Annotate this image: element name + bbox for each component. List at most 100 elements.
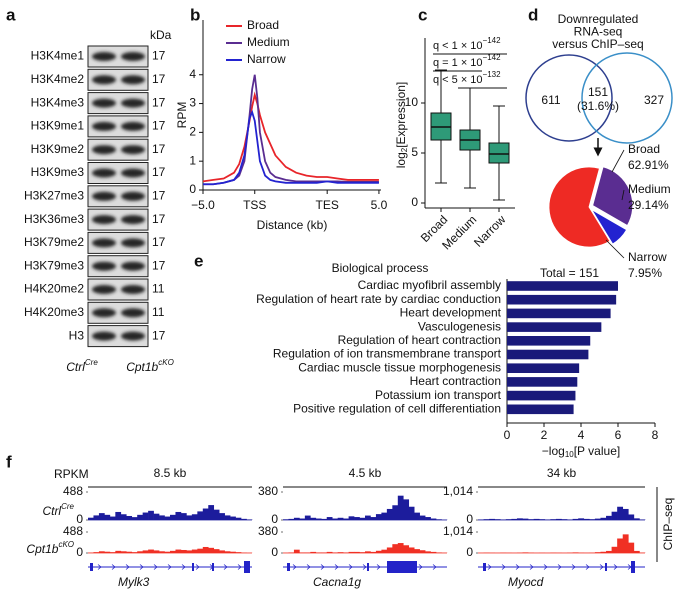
coverage-bar	[131, 517, 138, 520]
coverage-bar	[175, 511, 182, 520]
x-tick-label: 5.0	[371, 198, 388, 212]
y-tick-label: 5	[411, 145, 418, 159]
bar	[507, 349, 589, 360]
coverage-bar	[159, 551, 165, 553]
band	[121, 261, 145, 271]
bar	[507, 308, 611, 319]
coverage-bar	[611, 511, 618, 520]
y-tick-label: 2	[189, 125, 196, 139]
blot-strip	[87, 255, 149, 278]
y-tick-label: Positive regulation of cell differentiat…	[293, 401, 501, 415]
pie-label: Medium	[628, 182, 671, 196]
scale-label: 34 kb	[547, 466, 577, 480]
coverage-bar	[403, 499, 410, 520]
row-label: H3K4me3	[31, 95, 85, 109]
coverage-bar	[93, 552, 100, 553]
coverage-bar	[375, 550, 382, 553]
band	[121, 168, 145, 178]
exon	[244, 561, 250, 573]
strand-chevron	[487, 564, 492, 570]
row-label: H3K4me1	[31, 49, 85, 63]
strand-chevron	[529, 564, 534, 570]
coverage-bar	[572, 518, 579, 520]
band	[92, 145, 116, 155]
venn-circle	[581, 52, 673, 144]
coverage-bar	[332, 518, 338, 520]
coverage-bar	[392, 544, 399, 553]
lane-label: Cpt1bcKO	[126, 358, 174, 374]
coverage-bar	[131, 552, 138, 553]
coverage-bar	[589, 519, 596, 520]
strand-chevron	[320, 564, 325, 570]
leader-line	[605, 239, 625, 259]
venn-count: 611	[541, 93, 560, 107]
coverage-bar	[337, 552, 344, 553]
blot-strip	[87, 138, 149, 161]
coverage-bar	[120, 551, 127, 553]
scale-label: 4.5 kb	[349, 466, 382, 480]
coverage-bar	[208, 547, 215, 553]
coverage-bar	[230, 551, 236, 553]
coverage-bar	[414, 512, 420, 520]
strand-chevron	[376, 564, 381, 570]
sample-label: Cpt1bcKO	[26, 540, 74, 556]
coverage-bar	[109, 516, 116, 520]
pie-total: Total = 151	[540, 266, 599, 280]
band	[92, 238, 116, 248]
x-tick-label: TES	[316, 198, 339, 212]
coverage-bar	[633, 518, 640, 520]
row-label: H3K79me2	[24, 235, 84, 249]
q-annotation: q < 5 × 10−132	[433, 70, 501, 86]
text-part: q < 5 × 10	[433, 74, 483, 86]
coverage-bar	[419, 550, 426, 553]
strand-chevron	[334, 564, 339, 570]
coverage-bar	[354, 517, 360, 520]
blot-strip	[87, 162, 149, 184]
strand-chevron	[292, 564, 297, 570]
coverage-bar	[600, 517, 607, 520]
lane-label: CtrlCre	[66, 358, 98, 374]
band	[121, 52, 145, 61]
kda-label: 11	[152, 305, 165, 319]
pie-slice	[548, 166, 611, 248]
coverage-bar	[137, 551, 143, 553]
band	[121, 285, 145, 294]
strand-chevron	[223, 564, 228, 570]
q-annotation: q < 1 × 10−142	[433, 36, 501, 52]
gene-label: Cacna1g	[313, 575, 361, 589]
coverage-bar	[381, 549, 388, 553]
text-part: −log	[542, 444, 565, 458]
band	[92, 331, 116, 341]
band	[121, 145, 145, 155]
text-part: q < 1 × 10	[433, 40, 483, 52]
x-tick-label: 6	[615, 428, 622, 442]
coverage-bar	[617, 538, 624, 553]
band	[92, 191, 116, 201]
y-tick-label: Heart contraction	[410, 374, 501, 388]
side-label: ChIP–seq	[661, 498, 675, 551]
legend-label: Narrow	[247, 52, 286, 66]
coverage-bar	[315, 518, 322, 520]
coverage-bar	[594, 518, 601, 520]
x-tick-label: 4	[578, 428, 585, 442]
x-tick-label: 0	[504, 428, 511, 442]
coverage-bar	[622, 508, 629, 520]
pie-value-label: 62.91%	[628, 158, 669, 172]
strand-chevron	[167, 564, 172, 570]
coverage-bar	[180, 549, 187, 553]
coverage-bar	[561, 519, 568, 520]
blot-strip	[87, 45, 149, 68]
line-series	[203, 109, 379, 186]
coverage-bar	[528, 519, 534, 520]
pie-label: Broad	[628, 142, 660, 156]
text-part: log	[394, 152, 408, 168]
y-tick-label: 0	[271, 512, 278, 526]
coverage-bar	[533, 518, 540, 520]
band	[121, 238, 145, 248]
coverage-bar	[213, 509, 220, 520]
coverage-bar	[326, 517, 333, 520]
kda-label: 17	[152, 49, 166, 63]
coverage-bar	[230, 516, 236, 520]
bar	[507, 294, 617, 305]
blot-strip	[87, 301, 149, 324]
